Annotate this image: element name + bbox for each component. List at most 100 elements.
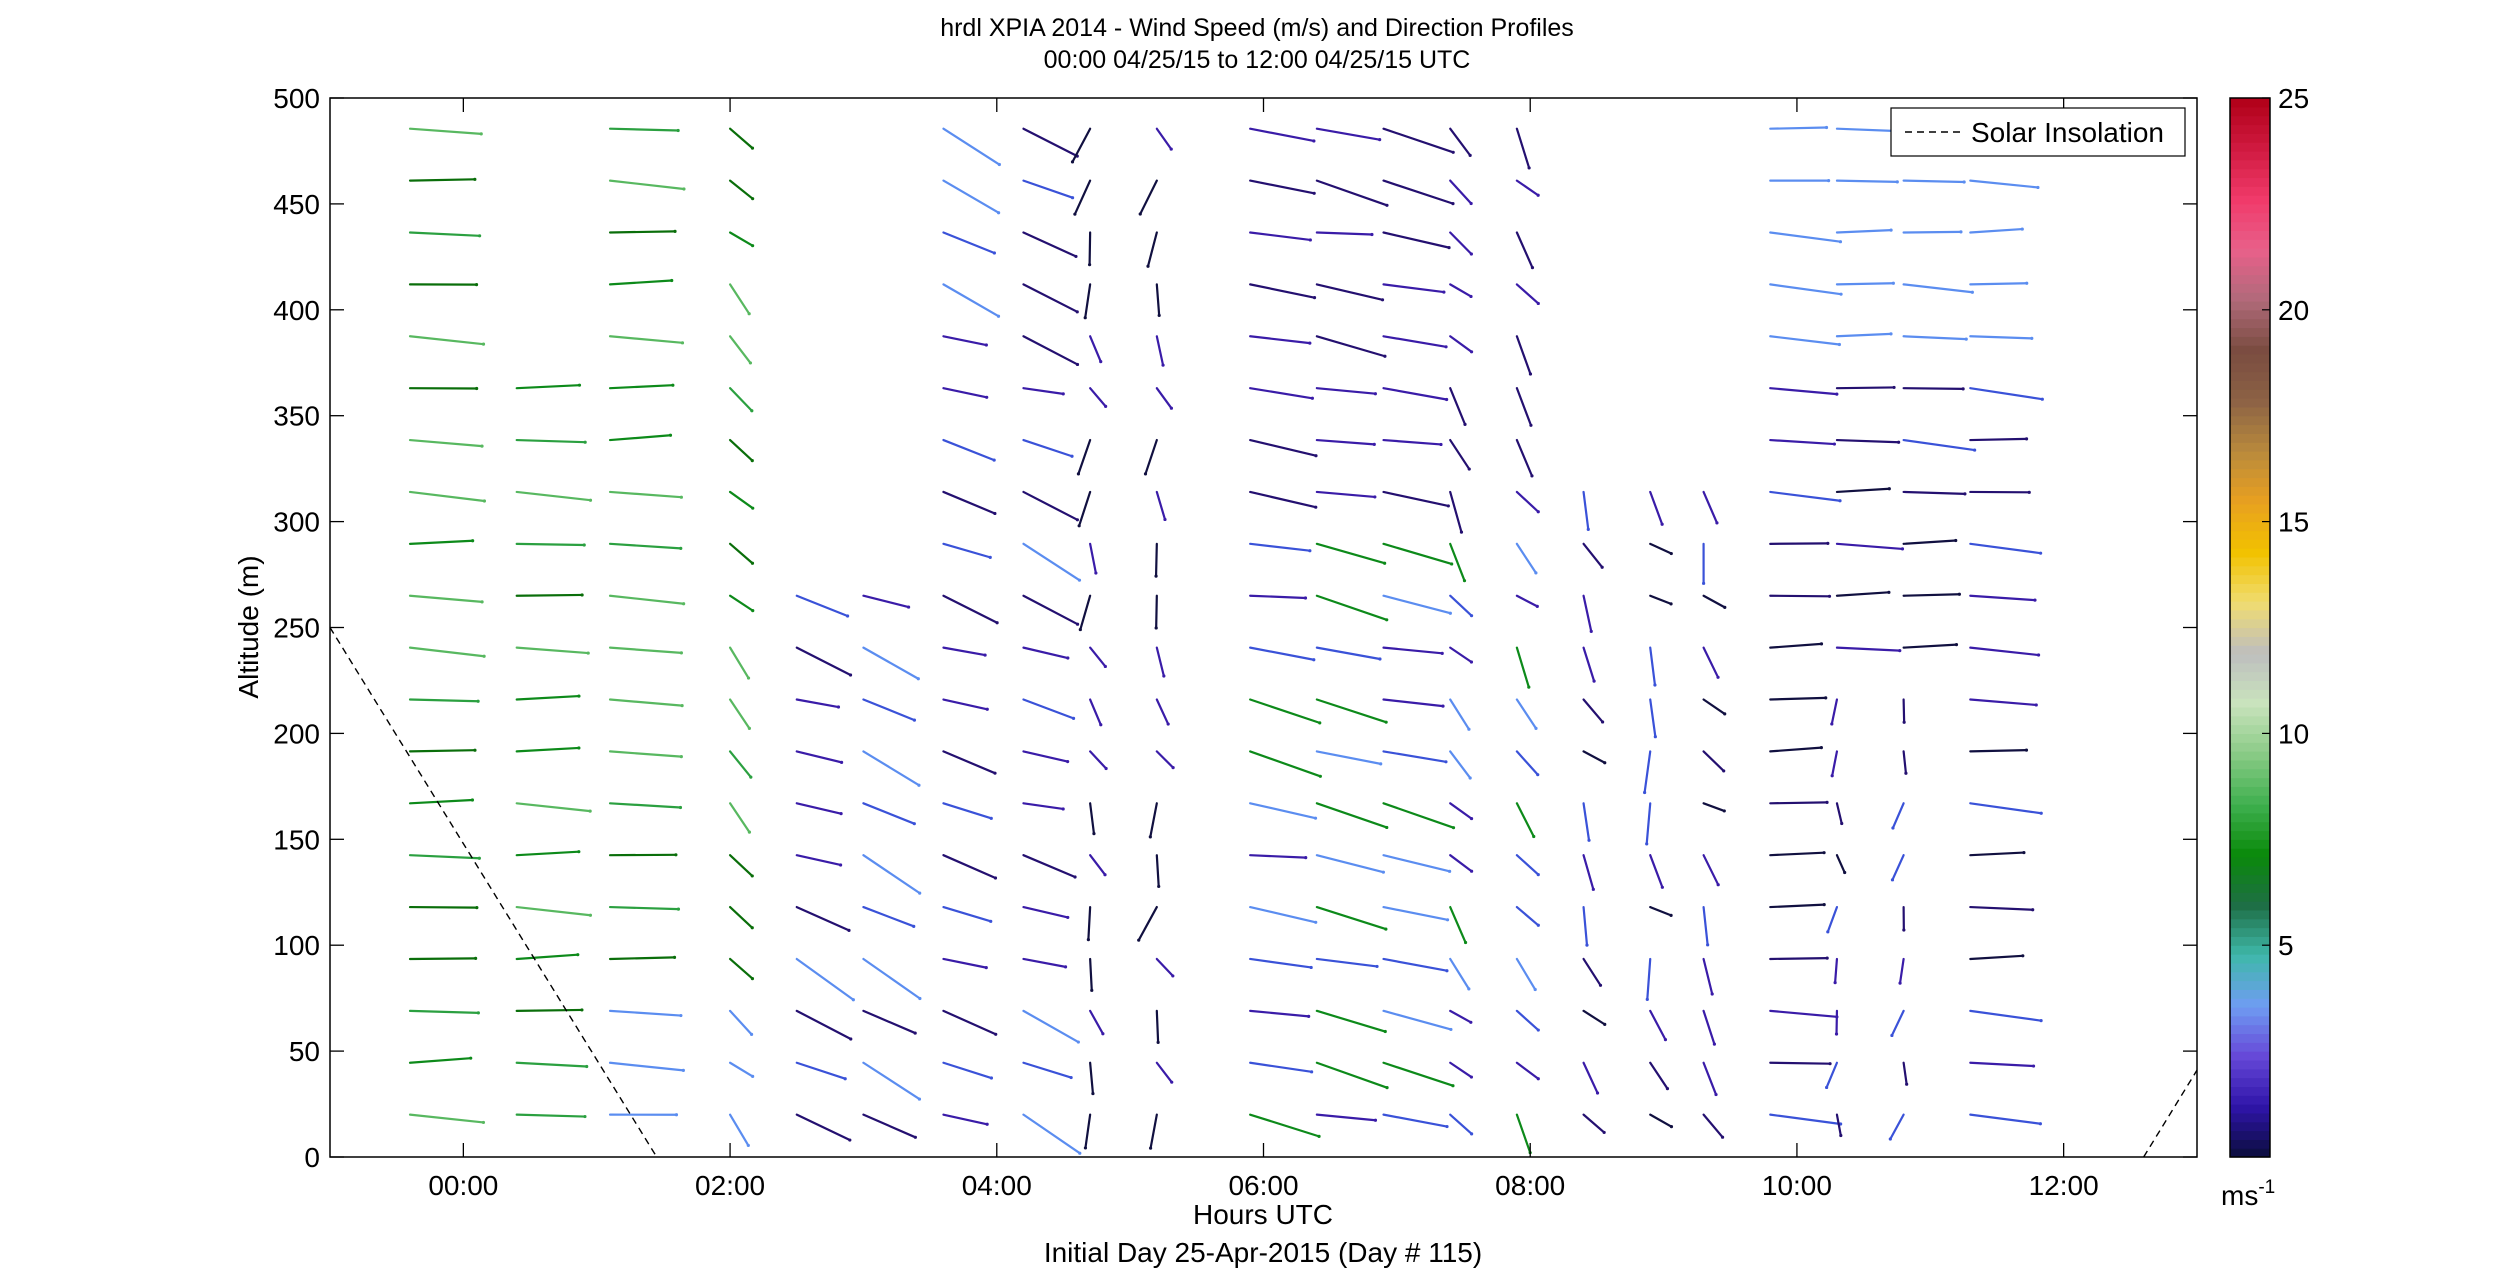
wind-barb-tip — [682, 187, 686, 191]
wind-barb-tip — [1383, 1029, 1387, 1034]
wind-barb-tip — [1469, 816, 1474, 821]
wind-barb — [942, 905, 992, 923]
wind-barb — [1649, 1113, 1673, 1128]
wind-barb-tip — [680, 704, 684, 708]
colorbar-stripe — [2230, 1059, 2270, 1070]
wind-barb-tip — [1463, 940, 1468, 945]
wind-barb — [1315, 490, 1376, 499]
wind-barb-tip — [1444, 345, 1448, 349]
wind-barb-tip — [996, 314, 1001, 318]
wind-barb-tip — [1462, 579, 1467, 583]
wind-barb — [1449, 490, 1463, 534]
wind-barb — [942, 1061, 993, 1080]
wind-barb — [1643, 750, 1652, 794]
wind-barb — [1649, 542, 1673, 555]
colorbar-stripe — [2230, 689, 2270, 699]
colorbar-stripe — [2230, 601, 2270, 611]
wind-barb-tip — [848, 673, 853, 677]
wind-barb-tip — [1536, 1077, 1540, 1081]
wind-barb — [408, 1009, 480, 1014]
wind-barb — [515, 490, 592, 502]
colorbar-stripe — [2230, 486, 2270, 496]
wind-barb — [1022, 594, 1079, 626]
wind-barb — [1077, 438, 1092, 476]
wind-barb — [1155, 646, 1165, 678]
colorbar-stripe — [2230, 539, 2270, 549]
wind-barb — [1022, 490, 1079, 521]
wind-barb — [1582, 490, 1590, 531]
colorbar-stripe — [2230, 556, 2270, 567]
wind-barb-tip — [1716, 675, 1720, 679]
wind-barb — [1649, 905, 1673, 917]
wind-barb-tip — [1077, 578, 1082, 582]
colorbar-stripe — [2230, 733, 2270, 743]
wind-barb — [608, 1009, 682, 1017]
wind-barb — [1022, 438, 1074, 458]
wind-barb-tip — [839, 760, 844, 764]
colorbar-stripe — [2230, 724, 2270, 734]
wind-barb — [942, 127, 1001, 166]
wind-barb-tip — [1104, 404, 1108, 408]
wind-barb-tip — [1723, 605, 1727, 609]
wind-barb — [1582, 957, 1602, 987]
wind-barb-tip — [1833, 981, 1837, 985]
colorbar-stripe — [2230, 706, 2270, 717]
wind-barb-tip — [836, 705, 841, 709]
wind-barb-tip — [1963, 492, 1967, 496]
wind-barb — [1649, 646, 1657, 687]
wind-barb — [1315, 854, 1385, 874]
wind-barb — [1902, 387, 1965, 391]
wind-barb — [862, 594, 910, 609]
wind-barb — [728, 854, 754, 878]
wind-barb — [728, 1061, 754, 1078]
wind-barb-tip — [989, 816, 993, 820]
wind-barb-tip — [1171, 766, 1175, 770]
wind-barb-tip — [1385, 1086, 1389, 1090]
wind-barb-tip — [750, 926, 754, 930]
wind-barb-tip — [1598, 983, 1603, 987]
wind-barb-tip — [1898, 649, 1902, 653]
wind-barb — [408, 539, 474, 545]
colorbar-stripe — [2230, 795, 2270, 805]
wind-barb — [1645, 802, 1652, 845]
colorbar-stripe — [2230, 892, 2270, 902]
wind-barb — [1902, 750, 1908, 775]
wind-barb-tip — [475, 386, 479, 391]
wind-barb — [1449, 905, 1467, 944]
wind-barb — [1649, 1009, 1667, 1041]
wind-barb-tip — [1074, 254, 1078, 259]
wind-barb — [1149, 802, 1158, 838]
colorbar-stripe — [2230, 909, 2270, 920]
colorbar-stripe — [2230, 1042, 2270, 1052]
wind-barb — [1249, 438, 1318, 457]
wind-barb-tip — [481, 342, 486, 346]
colorbar-stripe — [2230, 874, 2270, 885]
wind-barb-tip — [845, 614, 850, 618]
wind-barb-tip — [1104, 766, 1108, 771]
wind-barb-tip — [1838, 240, 1843, 244]
wind-barb-tip — [580, 1008, 584, 1012]
wind-barb-tip — [2039, 1019, 2043, 1023]
wind-barb-tip — [1137, 938, 1141, 942]
solar-insolation-line — [329, 627, 2198, 1158]
colorbar-stripe — [2230, 221, 2270, 231]
wind-barb-tip — [1959, 230, 1963, 234]
colorbar-stripe — [2230, 327, 2270, 337]
wind-barb — [1891, 854, 1905, 881]
wind-barb — [1315, 957, 1379, 968]
wind-barb-tip — [1375, 964, 1379, 969]
wind-barb — [1969, 802, 2043, 815]
colorbar-stripe — [2230, 927, 2270, 937]
wind-barb — [1382, 1009, 1453, 1031]
colorbar-stripe — [2230, 1033, 2270, 1043]
wind-barb-tip — [588, 809, 592, 813]
colorbar: 5 10 15 20 25 ms-1 — [2221, 83, 2309, 1211]
wind-barb — [795, 646, 852, 677]
wind-barb — [1382, 646, 1444, 655]
wind-barb — [728, 957, 754, 980]
wind-barb — [1249, 542, 1311, 552]
wind-barb — [1902, 283, 1974, 294]
wind-barb-tip — [474, 956, 478, 960]
wind-barb — [1835, 1113, 1842, 1137]
wind-barb-tip — [918, 996, 922, 1001]
